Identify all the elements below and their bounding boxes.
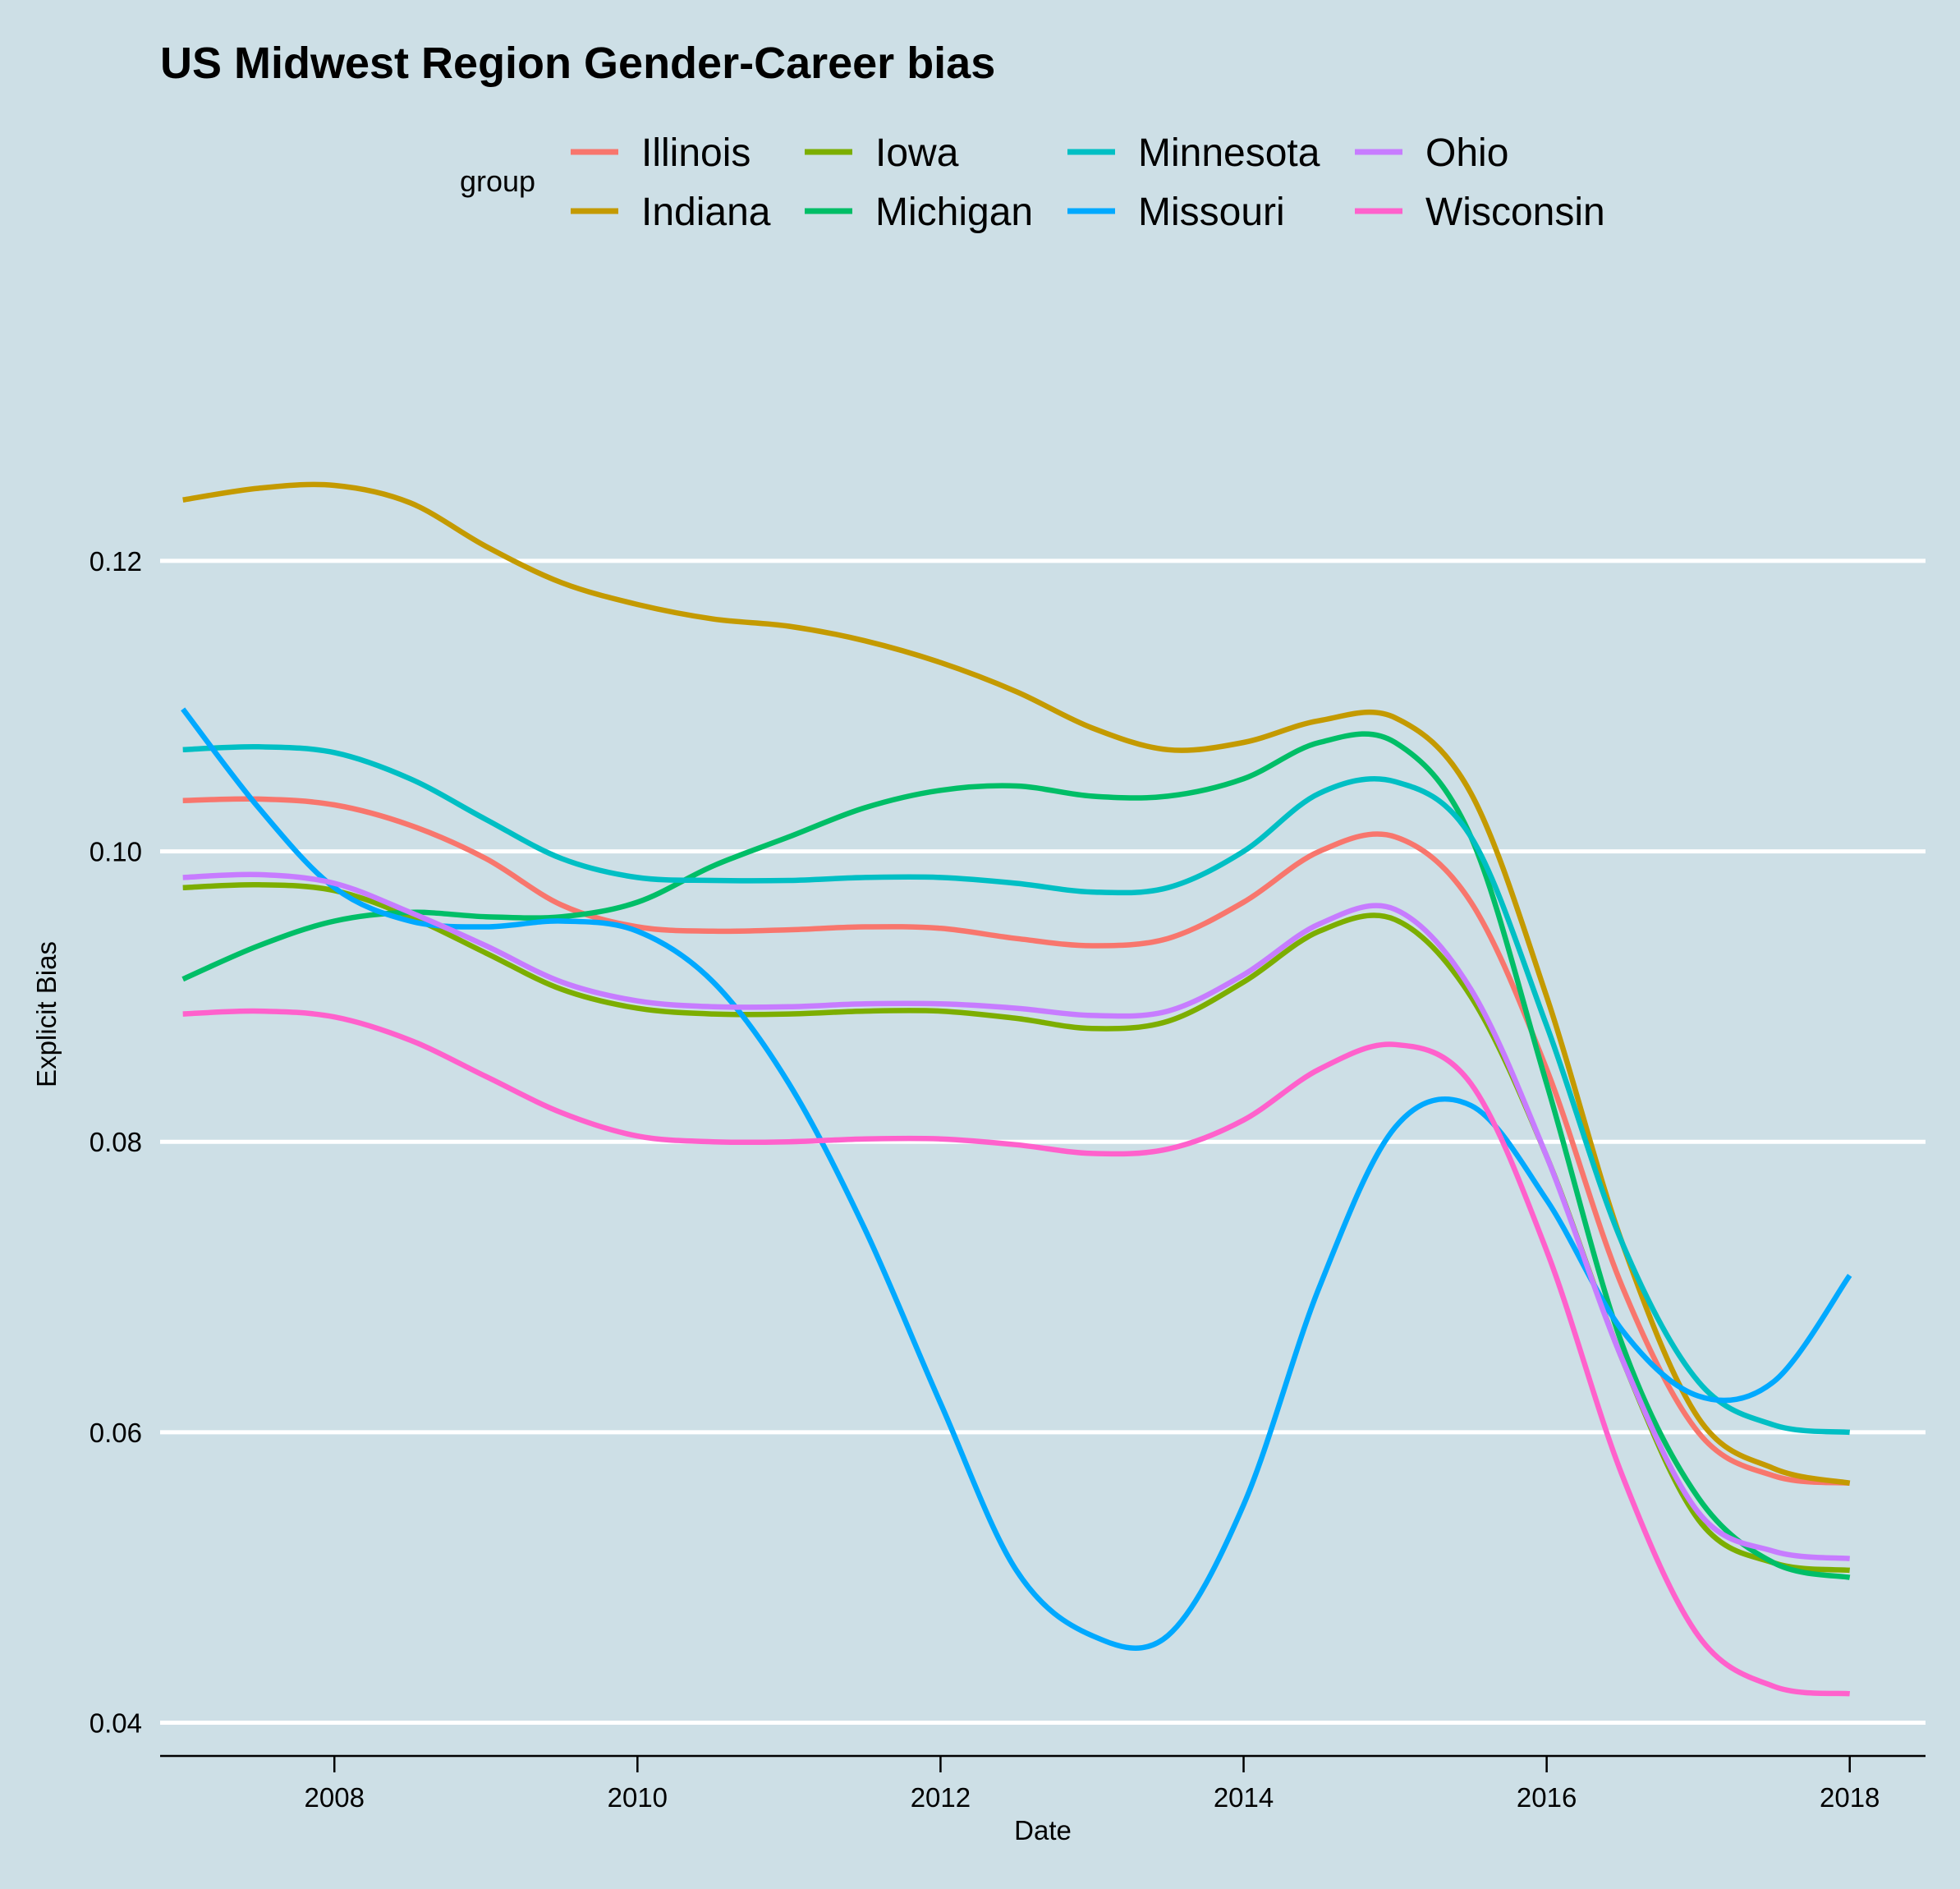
x-tick-label: 2010 [608,1782,668,1813]
legend-label: Wisconsin [1425,191,1605,234]
legend-item-indiana: Indiana [571,191,771,234]
y-axis-title: Explicit Bias [31,941,62,1087]
series-lines [181,481,1852,1697]
series-line-missouri [181,707,1852,1651]
series-line-wisconsin [182,1008,1851,1697]
y-tick-label: 0.12 [90,546,142,577]
legend-label: Minnesota [1138,131,1320,175]
y-tick-label: 0.08 [90,1127,142,1157]
x-tick-label: 2012 [911,1782,971,1813]
grid [160,558,1926,1726]
legend-label: Missouri [1138,191,1285,234]
x-tick-label: 2018 [1820,1782,1880,1813]
y-tick-label: 0.04 [90,1708,142,1739]
legend-label: Michigan [875,191,1033,234]
x-tick-label: 2008 [305,1782,365,1813]
y-tick-label: 0.06 [90,1418,142,1448]
series-line-minnesota [182,743,1851,1436]
legend-item-michigan: Michigan [805,191,1033,234]
legend-item-missouri: Missouri [1067,191,1285,234]
legend-label: Illinois [641,131,750,175]
legend-label: Ohio [1425,131,1508,175]
series-line-michigan [181,731,1851,1580]
legend-title: group [460,164,535,198]
chart-title: US Midwest Region Gender-Career bias [160,39,995,88]
legend-item-ohio: Ohio [1355,131,1508,175]
series-line-ohio [182,871,1850,1561]
x-tick-label: 2014 [1214,1782,1274,1813]
series-line-indiana [182,481,1851,1487]
legend-item-iowa: Iowa [805,131,959,175]
legend-item-minnesota: Minnesota [1067,131,1320,175]
series-line-illinois [182,796,1851,1487]
x-tick-label: 2016 [1517,1782,1577,1813]
legend: group Illinois Indiana Iowa Michigan Minneso… [460,131,1605,234]
legend-label: Indiana [641,191,771,234]
legend-item-wisconsin: Wisconsin [1355,191,1605,234]
y-tick-label: 0.10 [90,837,142,867]
legend-item-illinois: Illinois [571,131,750,175]
axes: 0.04 0.06 0.08 0.10 0.12 2008 2010 2012 2014 2016… [90,546,1926,1813]
x-axis-title: Date [1014,1815,1072,1845]
legend-label: Iowa [875,131,959,175]
